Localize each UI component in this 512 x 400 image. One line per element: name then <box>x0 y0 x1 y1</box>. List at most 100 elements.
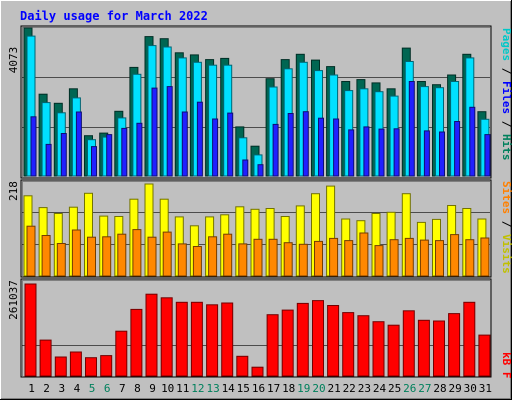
x-label-day-16: 16 <box>252 382 265 395</box>
bar-pages-day-28 <box>439 131 445 177</box>
x-label-day-19: 19 <box>297 382 310 395</box>
bar-pages-day-13 <box>212 118 219 177</box>
bar-pages-day-24 <box>378 128 385 177</box>
chart-title: Daily usage for March 2022 <box>20 9 208 23</box>
x-axis-labels: 1 2 3 4 5 6 7 8 9 10 11 12 13 14 15 16 17 18 19 20 21 22 23 24 2… <box>28 382 492 395</box>
bar-pages-day-20 <box>318 117 324 177</box>
bar-pages-day-1 <box>30 116 37 177</box>
bar-sites-day-30 <box>465 239 475 277</box>
x-label-day-2: 2 <box>43 382 50 395</box>
bar-kbytes-day-31 <box>478 334 491 377</box>
bar-kbytes-day-22 <box>342 312 355 377</box>
x-label-day-13: 13 <box>206 382 219 395</box>
bar-kbytes-day-30 <box>463 301 476 377</box>
bar-sites-day-23 <box>359 232 369 277</box>
bar-pages-day-3 <box>60 133 67 177</box>
bar-pages-day-27 <box>423 130 430 177</box>
bar-sites-day-11 <box>177 243 187 277</box>
x-label-day-25: 25 <box>388 382 401 395</box>
bar-kbytes-day-10 <box>160 297 173 377</box>
bar-kbytes-day-15 <box>236 355 249 377</box>
legend-hits: Hits <box>500 134 512 161</box>
legend-files: Files <box>500 81 512 114</box>
bar-pages-day-16 <box>257 164 264 177</box>
bar-pages-day-30 <box>469 106 476 177</box>
bar-pages-day-10 <box>166 86 173 177</box>
legend-kb: kB F <box>500 352 512 379</box>
bar-kbytes-day-19 <box>296 302 309 377</box>
bar-kbytes-day-12 <box>190 301 203 377</box>
bar-sites-day-3 <box>56 243 66 277</box>
bar-sites-day-18 <box>283 242 293 277</box>
bar-kbytes-day-5 <box>85 357 97 377</box>
bar-sites-day-15 <box>238 243 248 277</box>
bar-kbytes-day-28 <box>433 320 445 377</box>
bar-kbytes-day-3 <box>54 356 67 377</box>
bar-pages-day-22 <box>348 129 355 177</box>
bar-kbytes-day-8 <box>130 308 143 377</box>
bar-sites-day-29 <box>450 234 460 277</box>
bar-pages-day-4 <box>75 111 82 177</box>
x-label-day-6: 6 <box>104 382 111 395</box>
bar-kbytes-day-24 <box>372 321 385 377</box>
x-label-day-8: 8 <box>134 382 141 395</box>
bar-pages-day-26 <box>408 81 415 177</box>
bar-kbytes-day-2 <box>39 339 52 377</box>
bar-sites-day-10 <box>162 231 172 277</box>
bar-sites-day-21 <box>329 237 339 277</box>
bar-sites-day-28 <box>435 240 444 277</box>
bar-pages-day-29 <box>454 121 461 177</box>
bar-pages-day-15 <box>242 159 249 177</box>
bar-pages-day-23 <box>363 126 370 177</box>
x-label-day-18: 18 <box>282 382 295 395</box>
x-label-day-11: 11 <box>176 382 189 395</box>
x-label-day-28: 28 <box>433 382 446 395</box>
x-label-day-7: 7 <box>119 382 126 395</box>
bar-sites-day-20 <box>314 240 323 277</box>
x-label-day-5: 5 <box>89 382 96 395</box>
bar-kbytes-day-16 <box>251 366 264 377</box>
bar-kbytes-day-21 <box>327 305 340 377</box>
x-label-day-1: 1 <box>28 382 35 395</box>
x-label-day-17: 17 <box>267 382 280 395</box>
bar-kbytes-day-29 <box>448 313 461 377</box>
y-max-label-bottom: 261037 <box>7 280 20 320</box>
x-label-day-30: 30 <box>464 382 477 395</box>
bar-sites-day-9 <box>147 236 157 277</box>
y-max-label-top: 4073 <box>7 47 20 74</box>
bar-pages-day-6 <box>106 134 113 177</box>
x-label-day-4: 4 <box>74 382 81 395</box>
x-label-day-3: 3 <box>58 382 65 395</box>
bar-sites-day-8 <box>132 229 142 277</box>
bar-pages-day-17 <box>272 123 279 177</box>
bar-sites-day-27 <box>419 239 429 277</box>
bar-sites-day-1 <box>26 225 36 277</box>
legend-bottom: kB F <box>500 352 512 379</box>
legend-sep-2: / <box>500 114 512 134</box>
bar-sites-day-26 <box>404 237 414 277</box>
bar-kbytes-day-9 <box>145 293 158 377</box>
x-label-day-10: 10 <box>161 382 174 395</box>
bar-pages-day-2 <box>45 143 52 177</box>
bar-kbytes-day-20 <box>312 300 324 377</box>
bar-kbytes-day-6 <box>100 355 113 377</box>
bar-sites-day-22 <box>344 240 354 277</box>
x-label-day-26: 26 <box>403 382 416 395</box>
bar-sites-day-14 <box>223 233 233 277</box>
bar-kbytes-day-23 <box>357 315 370 377</box>
legend-middle: Sites / Visits <box>500 181 512 274</box>
x-label-day-15: 15 <box>237 382 250 395</box>
x-label-day-22: 22 <box>343 382 356 395</box>
bar-pages-day-8 <box>136 122 143 177</box>
x-label-day-12: 12 <box>191 382 204 395</box>
bar-pages-day-14 <box>227 112 234 177</box>
bar-kbytes-day-14 <box>221 302 234 377</box>
bar-sites-day-31 <box>480 237 490 277</box>
bar-pages-day-5 <box>91 146 97 177</box>
x-label-day-24: 24 <box>373 382 387 395</box>
bar-kbytes-day-18 <box>281 309 294 377</box>
bar-kbytes-day-7 <box>115 330 128 377</box>
bar-pages-day-31 <box>484 134 491 177</box>
bar-pages-day-21 <box>333 118 340 177</box>
